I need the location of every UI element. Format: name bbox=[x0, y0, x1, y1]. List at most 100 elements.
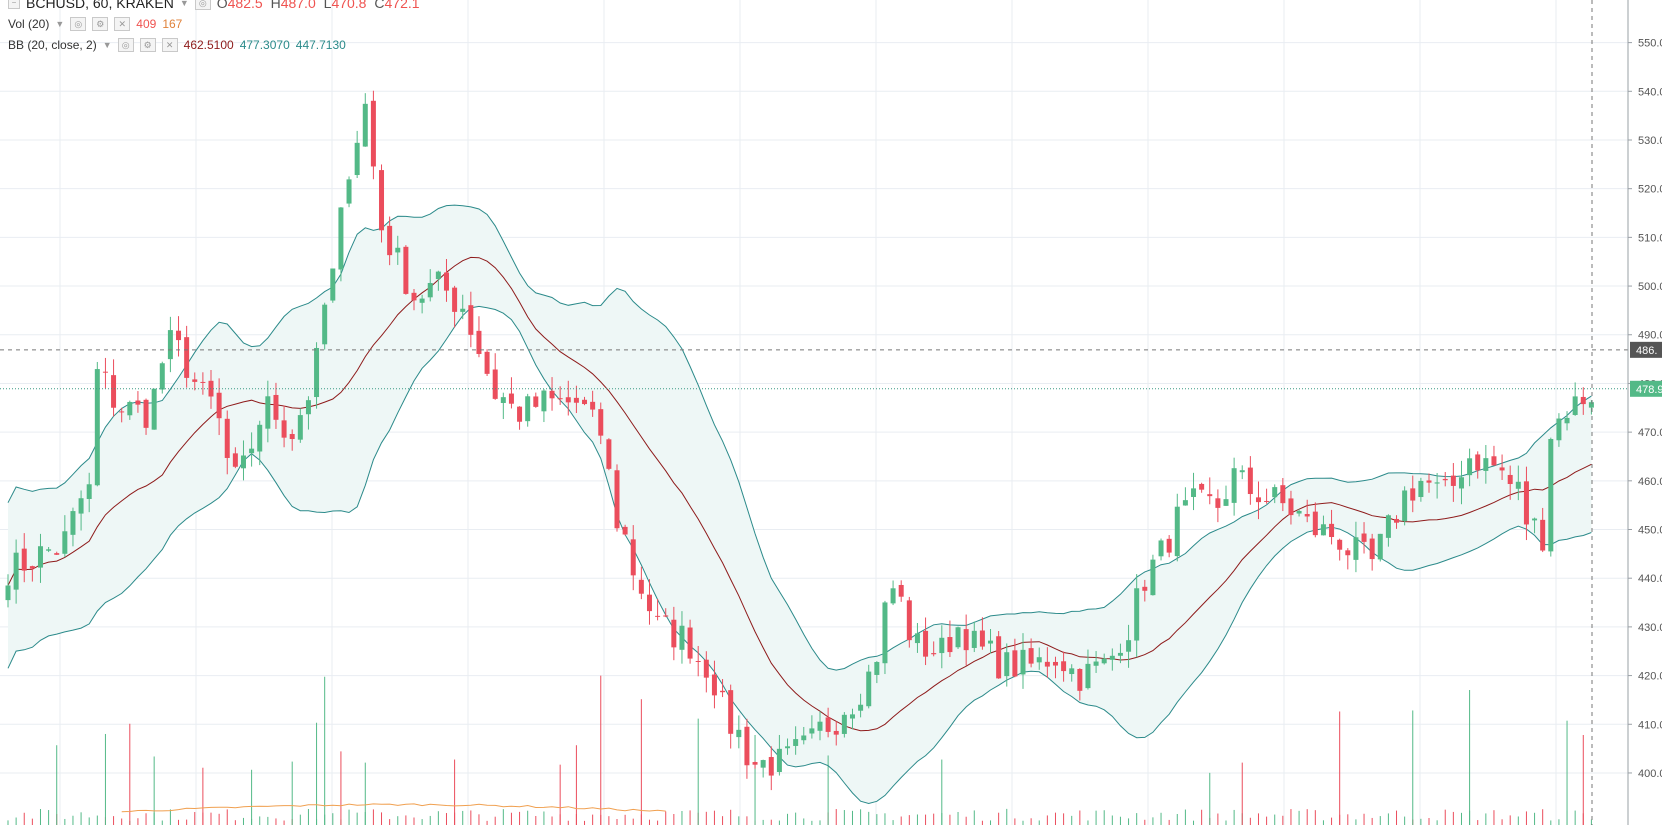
candle-body bbox=[1296, 510, 1302, 514]
chevron-down-icon[interactable]: ▼ bbox=[179, 0, 189, 8]
candle-body bbox=[1109, 655, 1115, 660]
candle-body bbox=[86, 484, 92, 499]
candle-body bbox=[1004, 652, 1010, 677]
candle-body bbox=[1580, 396, 1586, 405]
chevron-down-icon[interactable]: ▼ bbox=[55, 19, 65, 29]
candle-body bbox=[1507, 474, 1513, 485]
volume-ma-value: 167 bbox=[162, 17, 183, 31]
candle-body bbox=[1117, 652, 1123, 656]
candle-body bbox=[1101, 658, 1107, 664]
candle-body bbox=[687, 627, 693, 659]
candle-body bbox=[711, 674, 717, 696]
chevron-down-icon[interactable]: ▼ bbox=[102, 40, 112, 50]
price-axis-label: 410.0 bbox=[1638, 719, 1662, 731]
candle-body bbox=[614, 470, 620, 529]
visibility-icon[interactable]: ◎ bbox=[70, 17, 87, 31]
last-price-tag-label: 478.9 bbox=[1636, 384, 1662, 396]
close-icon[interactable]: ✕ bbox=[114, 17, 131, 31]
candle-body bbox=[988, 640, 994, 644]
candle-body bbox=[841, 714, 847, 734]
price-axis-label: 490.0 bbox=[1638, 330, 1662, 342]
candle-body bbox=[427, 282, 433, 298]
candle-body bbox=[1523, 481, 1529, 525]
candle-body bbox=[882, 602, 888, 664]
candle-body bbox=[671, 619, 677, 648]
candle-body bbox=[1491, 456, 1497, 466]
candle-body bbox=[1028, 648, 1034, 664]
candle-body bbox=[1012, 650, 1018, 677]
candle-body bbox=[1069, 668, 1075, 675]
close-icon[interactable]: ✕ bbox=[161, 38, 178, 52]
candle-body bbox=[1150, 559, 1156, 596]
candle-body bbox=[1345, 550, 1351, 556]
bb-indicator-label[interactable]: BB (20, close, 2) bbox=[8, 38, 97, 52]
candle-body bbox=[728, 690, 734, 734]
price-axis-label: 540.0 bbox=[1638, 86, 1662, 98]
candle-body bbox=[931, 653, 937, 655]
close-label: C bbox=[374, 0, 385, 11]
candle-body bbox=[1044, 661, 1050, 667]
candle-body bbox=[720, 690, 726, 693]
candle-body bbox=[939, 637, 945, 654]
candle-body bbox=[971, 630, 977, 648]
candle-body bbox=[1377, 533, 1383, 560]
candle-body bbox=[151, 388, 157, 430]
candle-body bbox=[273, 394, 279, 420]
candle-body bbox=[468, 305, 474, 335]
candle-body bbox=[54, 553, 60, 555]
candle-body bbox=[1174, 506, 1180, 557]
candle-body bbox=[176, 330, 182, 341]
visibility-icon[interactable]: ◎ bbox=[194, 0, 211, 10]
candle-body bbox=[224, 418, 230, 458]
candle-body bbox=[606, 439, 612, 469]
candle-body bbox=[387, 225, 393, 256]
candle-body bbox=[582, 399, 588, 405]
candle-body bbox=[330, 268, 336, 301]
candle-body bbox=[265, 396, 271, 429]
candle-body bbox=[1402, 490, 1408, 522]
candle-body bbox=[517, 406, 523, 422]
candle-body bbox=[1264, 500, 1270, 502]
candle-body bbox=[638, 579, 644, 594]
candle-body bbox=[801, 735, 807, 741]
candle-body bbox=[62, 531, 68, 554]
candle-body bbox=[1304, 514, 1310, 517]
low-label: L bbox=[323, 0, 332, 11]
candle-body bbox=[419, 298, 425, 303]
settings-icon[interactable]: ⚙ bbox=[139, 38, 156, 52]
candle-body bbox=[760, 760, 766, 768]
candle-body bbox=[1426, 480, 1432, 483]
candle-body bbox=[630, 539, 636, 576]
candle-body bbox=[565, 397, 571, 403]
candle-body bbox=[663, 615, 669, 617]
candle-body bbox=[1093, 661, 1099, 666]
candle-body bbox=[370, 100, 376, 167]
candle-body bbox=[776, 748, 782, 773]
candle-body bbox=[1337, 539, 1343, 550]
collapse-toggle-icon[interactable]: − bbox=[8, 0, 20, 9]
price-axis-label: 460.0 bbox=[1638, 476, 1662, 488]
visibility-icon[interactable]: ◎ bbox=[117, 38, 134, 52]
candle-body bbox=[1199, 483, 1205, 490]
candle-body bbox=[452, 287, 458, 312]
candle-body bbox=[70, 511, 76, 535]
candle-body bbox=[825, 717, 831, 732]
low-value: 470.8 bbox=[331, 0, 367, 11]
symbol-title[interactable]: BCHUSD, 60, KRAKEN bbox=[26, 0, 174, 11]
candle-body bbox=[1020, 649, 1026, 675]
candle-body bbox=[1572, 396, 1578, 415]
candle-body bbox=[1223, 499, 1229, 506]
bollinger-lower-line bbox=[7, 305, 1592, 805]
candle-body bbox=[1467, 458, 1473, 476]
volume-indicator-label[interactable]: Vol (20) bbox=[8, 17, 50, 31]
settings-icon[interactable]: ⚙ bbox=[92, 17, 109, 31]
price-axis-label: 400.0 bbox=[1638, 768, 1662, 780]
candle-body bbox=[492, 369, 498, 399]
price-axis-label: 520.0 bbox=[1638, 184, 1662, 196]
candle-body bbox=[119, 411, 125, 413]
candle-body bbox=[411, 292, 417, 301]
candle-body bbox=[111, 375, 117, 408]
price-axis-label: 550.0 bbox=[1638, 38, 1662, 50]
